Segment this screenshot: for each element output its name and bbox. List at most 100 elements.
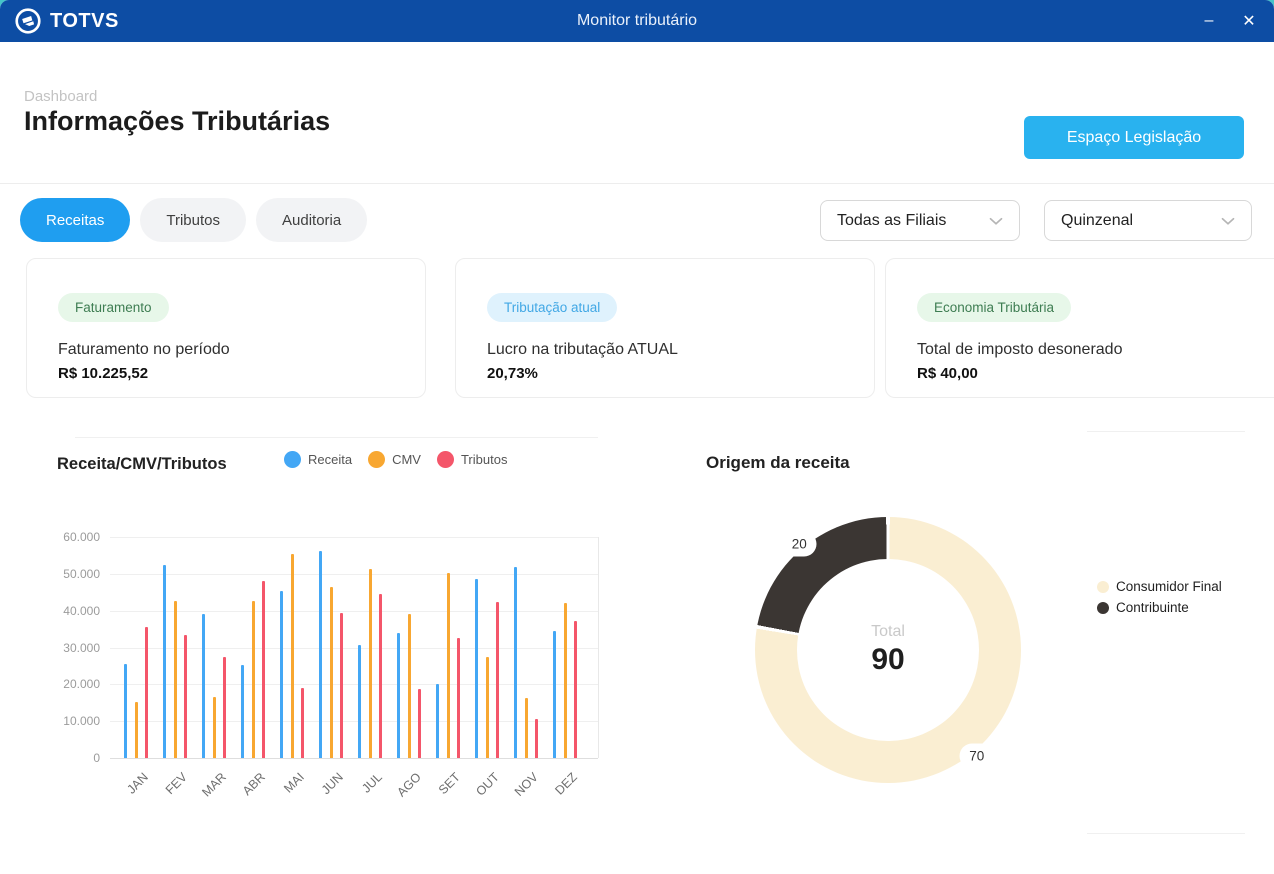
chevron-down-icon [1221,217,1235,225]
donut-chart-title: Origem da receita [706,453,850,472]
bar-tributos-jan [145,627,148,758]
bar-cmv-fev [173,601,177,758]
window-title: Monitor tributário [576,12,698,29]
legend-label: Receita [308,452,353,467]
legend-label: CMV [392,452,421,467]
right-card-bottom-divider [1087,833,1245,834]
bar-receita-mar [202,614,205,758]
bar-receita-jun [319,551,322,758]
bar-receita-out [475,579,478,758]
bar-tributos-mar [223,657,226,758]
bar-cmv-jan [134,702,138,758]
tab-tributos[interactable]: Tributos [140,198,246,242]
close-icon[interactable]: ✕ [1242,13,1256,30]
gridline [110,721,598,722]
card-tributacao-atual: Tributação atual Lucro na tributação ATU… [455,258,875,398]
x-axis-tick: MAI [281,770,307,796]
bar-tributos-abr [262,581,265,758]
right-card-top-divider [1087,431,1245,432]
bar-cmv-out [485,657,489,758]
card-label: Faturamento no período [58,341,230,358]
bar-plot: 60.000 50.000 40.000 30.000 20.000 10.000 0 JAN… [63,530,599,800]
gridline [110,611,598,612]
page-title: Informações Tributárias [24,106,331,136]
bar-cmv-abr [251,601,255,758]
bar-receita-nov [514,567,517,758]
bar-tributos-nov [535,719,538,758]
bar-chart-card: Receita/CMV/Tributos Receita CMV Tributos … [26,437,600,822]
bar-cmv-set [446,573,450,758]
x-axis-tick: JUL [359,770,385,796]
gridline [110,758,598,759]
bar-receita-dez [553,631,556,758]
bar-chart-legend: Receita CMV Tributos [284,451,507,468]
bar-tributos-dez [574,621,577,758]
legend-label: Contribuinte [1116,600,1189,615]
bar-tributos-mai [301,688,304,758]
legend-item-tributos[interactable]: Tributos [436,451,508,468]
x-axis-tick: OUT [473,770,502,799]
bar-tributos-fev [184,635,187,758]
y-axis-tick: 40.000 [63,604,100,618]
totvs-logo: TOTVS [14,7,119,35]
x-axis-tick: JUN [318,770,346,798]
gridline [110,574,598,575]
y-axis-tick: 10.000 [63,714,100,728]
bar-tributos-ago [418,689,421,758]
brand-wordmark: TOTVS [50,9,119,32]
bar-receita-jul [358,645,361,758]
card-value: R$ 40,00 [917,365,978,382]
y-axis-tick: 0 [93,751,100,765]
status-badge: Tributação atual [487,293,618,322]
bar-cmv-jul [368,569,372,758]
bar-cmv-mar [212,697,216,758]
bar-cmv-nov [524,698,528,758]
titlebar: TOTVS Monitor tributário – ✕ [0,0,1274,42]
x-axis-tick: AGO [394,770,424,800]
card-label: Lucro na tributação ATUAL [487,341,678,358]
legend-label: Tributos [460,452,508,467]
bar-tributos-jun [340,613,343,758]
period-select-value: Quinzenal [1061,211,1134,229]
x-axis-tick: JAN [124,770,151,797]
bar-cmv-mai [290,554,294,758]
donut-total-value: 90 [871,643,905,676]
bar-receita-ago [397,633,400,758]
status-badge: Economia Tributária [917,293,1072,322]
y-axis-tick: 60.000 [63,530,100,544]
minimize-icon[interactable]: – [1204,12,1214,29]
legend-item-cmv[interactable]: CMV [368,451,421,468]
legend-dot-icon [1097,580,1109,593]
y-axis-tick: 50.000 [63,567,100,581]
donut-center: Total 90 [797,559,979,741]
slice-value-label: 70 [959,743,995,769]
card-value: 20,73% [487,365,538,382]
tab-bar: Receitas Tributos Auditoria [20,198,368,242]
slice-value-label: 20 [781,531,817,557]
legend-item-contribuinte[interactable]: Contribuinte [1097,600,1222,615]
card-economia-tributaria: Economia Tributária Total de imposto des… [885,258,1274,398]
gridline [110,537,598,538]
tab-receitas[interactable]: Receitas [20,198,131,242]
y-axis-tick: 30.000 [63,641,100,655]
bar-receita-mai [280,591,283,758]
breadcrumb: Dashboard [24,88,98,105]
tab-auditoria[interactable]: Auditoria [256,198,368,242]
bar-cmv-dez [563,603,567,758]
bar-cmv-jun [329,587,333,758]
bar-tributos-set [457,638,460,758]
donut-chart-card: Origem da receita Total 90 70 20 Consumid… [660,431,1274,833]
legend-item-receita[interactable]: Receita [284,451,352,468]
legend-label: Consumidor Final [1116,579,1222,594]
bar-receita-jan [124,664,127,758]
legend-dot-icon [1097,601,1109,614]
period-select[interactable]: Quinzenal [1044,200,1252,241]
legend-item-consumidor-final[interactable]: Consumidor Final [1097,579,1222,594]
espaco-legislacao-button[interactable]: Espaço Legislação [1024,116,1244,159]
y-axis-tick: 20.000 [63,677,100,691]
legend-dot-icon [436,451,454,468]
branch-select[interactable]: Todas as Filiais [820,200,1020,241]
bar-chart-title: Receita/CMV/Tributos [57,455,227,473]
legend-dot-icon [284,451,301,468]
